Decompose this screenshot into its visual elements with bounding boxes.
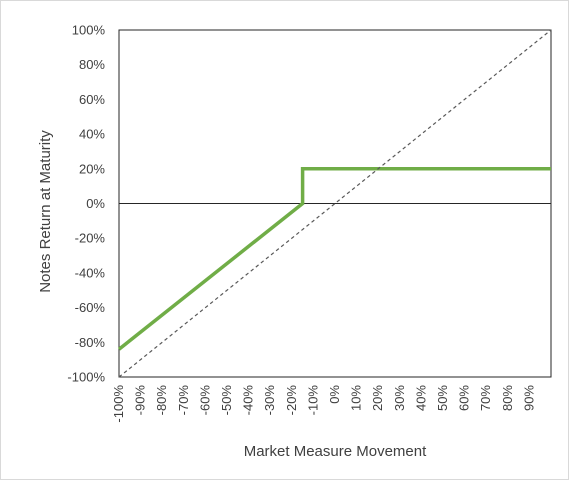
x-tick-label: -30%	[262, 385, 277, 416]
x-tick-label: 20%	[370, 385, 385, 411]
reference-line	[118, 29, 552, 378]
x-tick-label: 50%	[435, 385, 450, 411]
x-tick-label: -90%	[133, 385, 148, 416]
y-tick-label: 0%	[86, 196, 105, 211]
y-tick-label: 100%	[72, 23, 106, 38]
x-tick-label: 70%	[478, 385, 493, 411]
y-axis-title: Notes Return at Maturity	[37, 130, 54, 293]
y-tick-label: -100%	[67, 370, 105, 385]
y-tick-label: -60%	[75, 300, 106, 315]
x-tick-label: -10%	[305, 385, 320, 416]
y-tick-label: -20%	[75, 231, 106, 246]
plot-area	[117, 29, 552, 378]
x-tick-label: -80%	[154, 385, 169, 416]
x-tick-label: 30%	[392, 385, 407, 411]
y-tick-label: 80%	[79, 57, 105, 72]
x-tick-label: -60%	[197, 385, 212, 416]
x-axis-title: Market Measure Movement	[244, 443, 427, 460]
y-tick-label: 40%	[79, 127, 105, 142]
x-tick-label: -100%	[111, 385, 126, 423]
x-tick-label: 60%	[457, 385, 472, 411]
y-tick-label: -40%	[75, 265, 106, 280]
x-tick-label: -50%	[219, 385, 234, 416]
x-tick-label: 0%	[327, 385, 342, 404]
x-tick-label: -20%	[284, 385, 299, 416]
x-tick-label: 90%	[521, 385, 536, 411]
x-tick-label: 40%	[413, 385, 428, 411]
x-tick-label: 80%	[500, 385, 515, 411]
payoff-line	[117, 167, 551, 351]
y-axis-ticks: 100% 80% 60% 40% 20% 0% -20% -40% -60% -80% -100%	[67, 23, 105, 385]
x-tick-label: 10%	[349, 385, 364, 411]
y-tick-label: 20%	[79, 161, 105, 176]
x-tick-label: -40%	[241, 385, 256, 416]
x-axis-ticks: -100% -90% -80% -70% -60% -50% -40% -30% -20% -10…	[111, 385, 536, 423]
y-tick-label: -80%	[75, 335, 106, 350]
y-tick-label: 60%	[79, 92, 105, 107]
x-tick-label: -70%	[176, 385, 191, 416]
